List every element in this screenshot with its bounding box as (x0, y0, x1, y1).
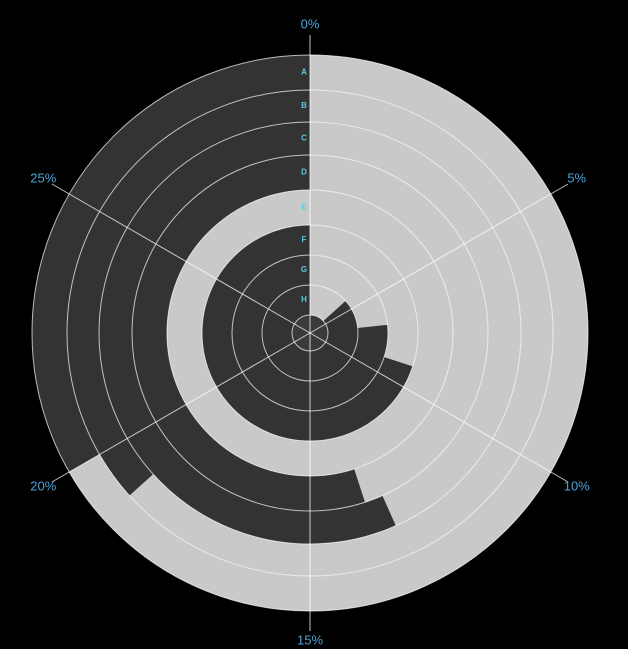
tick-label: 25% (30, 170, 56, 185)
category-label: F (302, 235, 307, 244)
tick-label: 5% (567, 170, 586, 185)
ring-bar (129, 90, 553, 576)
category-label: B (301, 101, 307, 110)
ring-bar (310, 285, 346, 321)
grid-line (51, 332, 311, 483)
category-label: A (301, 68, 307, 77)
ring-bar (310, 255, 388, 328)
tick-label: 0% (301, 16, 320, 31)
category-label: E (301, 203, 307, 212)
ring-bar (310, 225, 418, 367)
ring-bar (310, 155, 489, 503)
tick-label: 10% (564, 478, 590, 493)
grid-line (51, 183, 311, 334)
category-label: C (301, 134, 307, 143)
grid-line (309, 183, 569, 334)
grid-line (309, 332, 569, 483)
category-label: G (301, 265, 307, 274)
tick-label: 15% (297, 632, 323, 647)
tick-label: 20% (30, 478, 56, 493)
category-label: H (301, 295, 307, 304)
category-label: D (301, 168, 307, 177)
